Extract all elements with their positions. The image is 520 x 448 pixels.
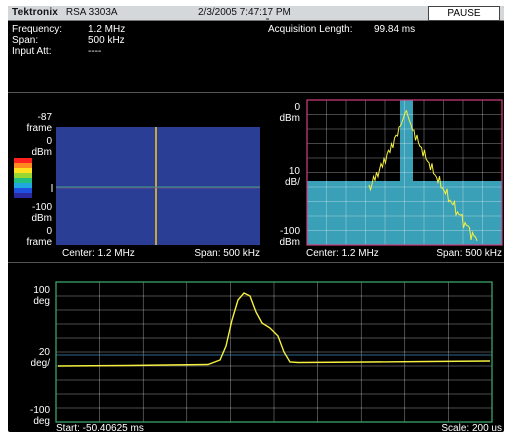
- spectrogram-area: [56, 127, 260, 245]
- spectrum-div-value: 10: [288, 166, 300, 177]
- spectrum-frame: [306, 99, 503, 246]
- spectrogram-colorbar: [14, 158, 32, 198]
- phase-scale-label: Scale: 200 us: [441, 423, 502, 432]
- analyzer-screen: Tektronix RSA 3303A 2/3/2005 7:47:17 PM …: [8, 6, 504, 432]
- spectrogram-scale-top-unit: dBm: [31, 147, 52, 158]
- colorbar-segment: [14, 163, 32, 168]
- spectrum-center-label: Center: 1.2 MHz: [306, 248, 379, 259]
- phase-div-unit: deg/: [30, 358, 50, 369]
- spectrogram-y-top-value: -87: [37, 112, 52, 123]
- spectrogram-y-bottom-value: 0: [46, 226, 52, 237]
- plot-graphics: [14, 99, 503, 423]
- input-att-value: ----: [88, 46, 102, 57]
- pause-button[interactable]: PAUSE: [428, 6, 500, 21]
- acquisition-length-label: Acquisition Length:: [268, 24, 353, 35]
- spectrum-y-bottom-value: -100: [279, 226, 300, 237]
- spectrogram-scale-top-value: 0: [46, 136, 52, 147]
- panel-separator: [8, 262, 504, 263]
- spectrogram-y-bottom-unit: frame: [26, 237, 52, 248]
- spectrogram-y-top-unit: frame: [26, 123, 52, 134]
- frequency-value: 1.2 MHz: [88, 24, 126, 35]
- spectrum-y-bottom-unit: dBm: [279, 237, 300, 248]
- acquisition-length-value: 99.84 ms: [374, 24, 416, 35]
- spectrogram-scale-bottom-unit: dBm: [31, 213, 52, 224]
- phase-grid: [56, 282, 492, 422]
- spectrum-y-top-unit: dBm: [279, 113, 300, 124]
- spectrum-panel: [306, 99, 503, 246]
- colorbar-segment: [14, 193, 32, 198]
- colorbar-segment: [14, 178, 32, 183]
- frequency-label: Frequency:: [12, 24, 63, 35]
- phase-frame: [55, 281, 493, 423]
- phase-y-bottom-value: -100: [29, 405, 50, 416]
- colorbar-segment: [14, 188, 32, 193]
- span-value: 500 kHz: [88, 35, 125, 46]
- date-time: 2/3/2005 7:47:17 PM: [198, 7, 291, 18]
- header-bar: Tektronix RSA 3303A 2/3/2005 7:47:17 PM …: [8, 6, 504, 21]
- phase-start-label: Start: -50.40625 ms: [56, 423, 144, 432]
- model-name: RSA 3303A: [65, 7, 118, 18]
- spectrum-div-unit: dB/: [284, 177, 300, 188]
- colorbar-segment: [14, 173, 32, 178]
- spectrum-span-label: Span: 500 kHz: [436, 248, 502, 259]
- spectrum-grid: [307, 100, 502, 245]
- spectrogram-panel: [14, 127, 260, 245]
- colorbar-segment: [14, 158, 32, 163]
- phase-y-top-value: 100: [33, 285, 50, 296]
- colorbar-segment: [14, 183, 32, 188]
- spectrum-y-top-value: 0: [294, 102, 300, 113]
- info-separator: [8, 92, 504, 93]
- brand: Tektronix RSA 3303A: [12, 7, 118, 18]
- phase-y-top-unit: deg: [33, 296, 50, 307]
- spectrum-trace: [368, 109, 478, 241]
- spectrogram-center-label: Center: 1.2 MHz: [62, 248, 135, 259]
- spectrogram-span-label: Span: 500 kHz: [194, 248, 260, 259]
- colorbar-segment: [14, 168, 32, 173]
- phase-trace: [57, 292, 491, 367]
- brand-name: Tektronix: [12, 7, 59, 18]
- input-att-label: Input Att:: [12, 46, 52, 57]
- span-label: Span:: [12, 35, 39, 46]
- phase-y-bottom-unit: deg: [33, 416, 50, 427]
- phase-div-value: 20: [38, 347, 50, 358]
- spectrogram-scale-bottom-value: -100: [31, 202, 52, 213]
- header-marker: [266, 18, 269, 21]
- phase-panel: [55, 281, 493, 423]
